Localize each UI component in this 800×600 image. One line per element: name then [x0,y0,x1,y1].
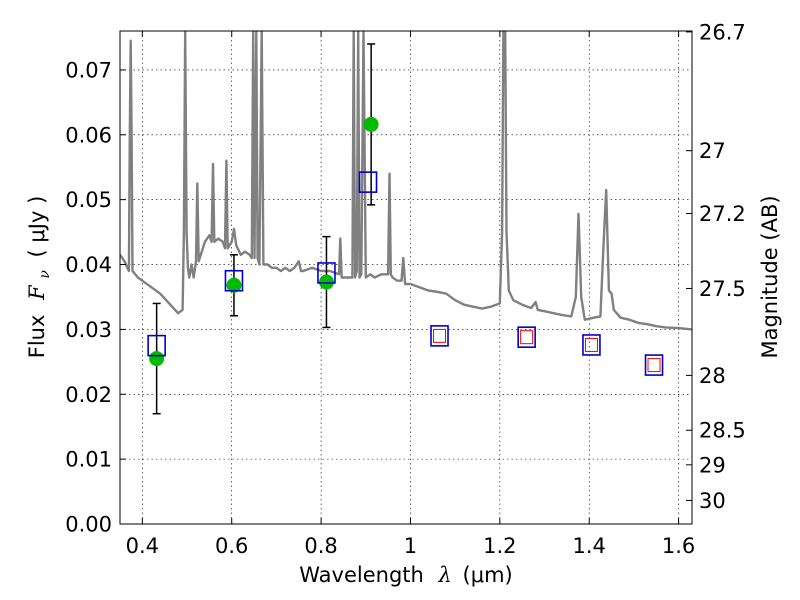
spectrum-series [120,31,692,331]
x-tick-label-0: 0.4 [126,534,159,558]
observed-point-1 [226,277,242,293]
y2-tick-label-4: 28 [699,364,726,388]
y-tick-label-0: 0.00 [65,513,112,537]
model-point-inner-7 [647,358,661,373]
model-point-2 [317,262,336,284]
x-tick-label-5: 1.4 [573,534,606,558]
x-tick-label-3: 1 [404,534,417,558]
y2-axis-label: Magnitude (AB) [758,195,782,358]
y-tick-label-7: 0.07 [65,58,112,82]
y2-tick-label-6: 29 [699,453,726,477]
observed-point-3 [363,116,379,132]
model-point-6 [582,334,601,356]
model-point-4 [430,325,449,347]
x-tick-label-1: 0.6 [215,534,248,558]
x-tick-label-6: 1.6 [662,534,695,558]
x-tick-label-4: 1.2 [483,534,516,558]
y2-axis: 26.7 27 27.2 27.5 28 28.5 29 30 [686,20,746,513]
model-point-inner-4 [433,328,447,343]
y-tick-label-5: 0.05 [65,188,112,212]
y-tick-label-2: 0.02 [65,383,112,407]
model-point-7 [644,354,664,376]
model-series [147,171,664,376]
y-tick-label-1: 0.01 [65,448,112,472]
model-point-5 [517,326,536,348]
observed-point-0 [149,351,165,367]
model-point-0 [147,334,166,357]
y2-tick-label-7: 30 [699,489,726,513]
y2-tick-label-2: 27.2 [699,202,746,226]
x-tick-label-2: 0.8 [304,534,337,558]
grid [120,31,692,525]
x-axis-label: Wavelength λ (μm) [299,563,512,587]
model-point-1 [224,269,244,292]
y2-tick-label-5: 28.5 [699,419,746,443]
x-axis: 0.4 0.6 0.8 1 1.2 1.4 1.6 [126,31,695,558]
model-point-3 [358,171,378,193]
y-tick-label-3: 0.03 [65,318,112,342]
y2-tick-label-1: 27 [699,139,726,163]
plot-frame [119,30,693,525]
model-point-inner-6 [584,337,598,352]
y2-tick-label-0: 26.7 [699,20,746,44]
model-point-inner-5 [520,330,534,345]
y2-tick-label-3: 27.5 [699,277,746,301]
y-axis: 0.00 0.01 0.02 0.03 0.04 0.05 0.06 0.07 [65,58,126,537]
spectrum-line [120,31,692,331]
y-axis-label: Flux F ν ( μJy ) [25,196,54,359]
y-tick-label-6: 0.06 [65,123,112,147]
observed-point-2 [318,274,334,290]
y-tick-label-4: 0.04 [65,253,112,277]
